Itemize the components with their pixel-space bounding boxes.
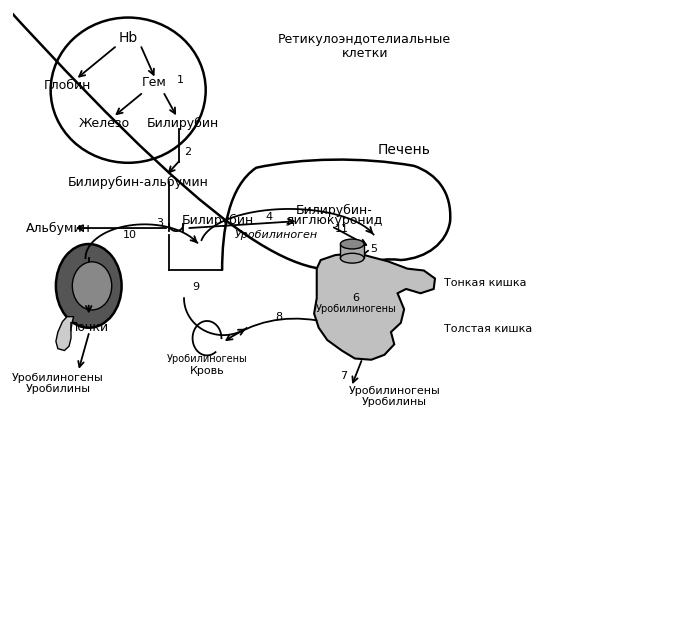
- Text: 4: 4: [266, 212, 273, 222]
- Text: Уробилиногены: Уробилиногены: [167, 353, 248, 363]
- Text: Уробилиногены: Уробилиногены: [316, 304, 396, 314]
- PathPatch shape: [222, 160, 450, 276]
- Text: Уробилины: Уробилины: [362, 397, 427, 407]
- Text: Билирубин: Билирубин: [147, 117, 219, 130]
- Text: Кровь: Кровь: [190, 366, 224, 376]
- Ellipse shape: [341, 253, 364, 263]
- Text: 6: 6: [353, 293, 359, 303]
- Text: 1: 1: [177, 75, 184, 84]
- Text: Гем: Гем: [142, 76, 167, 89]
- Text: Толстая кишка: Толстая кишка: [444, 324, 532, 334]
- Text: 3: 3: [156, 218, 163, 228]
- Text: Билирубин-альбумин: Билирубин-альбумин: [67, 176, 209, 189]
- Text: Железо: Железо: [78, 117, 129, 130]
- Text: Уробилиногены: Уробилиногены: [349, 386, 440, 396]
- Text: 8: 8: [276, 312, 283, 322]
- Text: Билирубин: Билирубин: [182, 214, 254, 227]
- Text: Почки: Почки: [69, 321, 109, 334]
- Polygon shape: [314, 254, 435, 360]
- Text: 2: 2: [184, 147, 191, 156]
- Text: Уробилины: Уробилины: [26, 384, 90, 394]
- Text: 11: 11: [334, 224, 349, 234]
- Ellipse shape: [341, 239, 364, 249]
- Polygon shape: [56, 317, 73, 350]
- Text: 10: 10: [123, 230, 137, 240]
- Text: Hb: Hb: [118, 32, 138, 45]
- Text: Альбумин: Альбумин: [26, 222, 90, 235]
- Text: Тонкая кишка: Тонкая кишка: [444, 278, 526, 288]
- Text: Уробилиногены: Уробилиногены: [12, 373, 104, 383]
- Text: диглюкуронид: диглюкуронид: [285, 214, 382, 227]
- Text: Билирубин-: Билирубин-: [295, 204, 372, 217]
- Ellipse shape: [56, 244, 122, 328]
- Text: 7: 7: [340, 371, 347, 381]
- Text: 5: 5: [369, 244, 377, 254]
- Text: Ретикулоэндотелиальные: Ретикулоэндотелиальные: [278, 33, 452, 46]
- Ellipse shape: [72, 262, 112, 310]
- Text: Печень: Печень: [378, 143, 431, 158]
- Text: Уробилиноген: Уробилиноген: [234, 230, 318, 240]
- FancyBboxPatch shape: [341, 244, 364, 258]
- Text: 9: 9: [192, 282, 199, 292]
- Text: клетки: клетки: [341, 47, 388, 60]
- Text: Глобин: Глобин: [43, 79, 91, 93]
